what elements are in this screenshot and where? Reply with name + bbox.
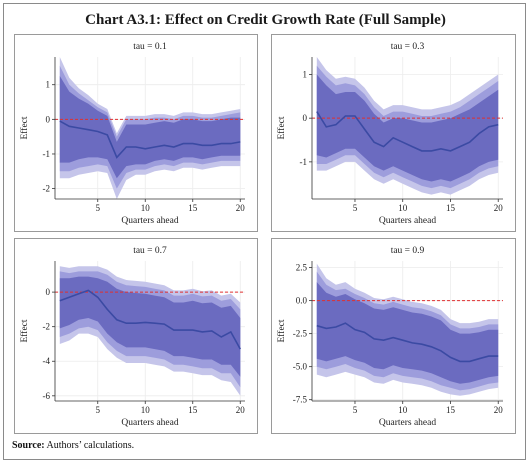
source-label: Source: [12, 440, 45, 451]
x-tick-label: 10 [398, 405, 408, 415]
chart-title: Chart A3.1: Effect on Credit Growth Rate… [85, 12, 446, 28]
y-axis-label: Effect [276, 116, 287, 139]
y-axis-label: Effect [276, 319, 287, 342]
y-tick-label: 0 [46, 287, 51, 297]
x-tick-label: 20 [236, 405, 246, 415]
panel-tau-0-3: tau = 0.3 5 10 15 20 1 0 -1 Quarters ahead Effect [271, 34, 516, 232]
y-tick-label: -2 [43, 322, 51, 332]
chart-svg: tau = 0.7 5 10 15 20 0 -2 -4 -6 Quarters ahead Eff… [19, 246, 246, 428]
y-tick-label: 0 [303, 113, 308, 123]
y-tick-label: -7.5 [293, 395, 308, 405]
x-tick-label: 15 [446, 405, 456, 415]
x-tick-label: 10 [141, 203, 151, 213]
estimate-line [316, 322, 499, 363]
y-tick-label: -1 [43, 149, 51, 159]
panel-title: tau = 0.1 [133, 42, 167, 52]
y-tick-label: -1 [300, 157, 308, 167]
estimate-line [316, 111, 499, 152]
x-tick-label: 5 [353, 405, 358, 415]
x-tick-label: 20 [236, 203, 246, 213]
x-tick-label: 5 [353, 203, 358, 213]
panel-title: tau = 0.9 [391, 246, 425, 256]
panel-tau-0-1: tau = 0.1 5 10 15 20 1 0 -1 -2 Quarters ahead Effe… [14, 34, 258, 232]
y-tick-label: -6 [43, 391, 51, 401]
x-axis-label: Quarters ahead [121, 216, 178, 226]
y-tick-label: -2.5 [293, 329, 308, 339]
estimate-line [59, 120, 241, 159]
y-axis-label: Effect [19, 116, 30, 139]
panel-tau-0-9: tau = 0.9 5 10 15 20 2.5 0.0 -2.5 -5.0 -7.5 Quarte… [271, 238, 516, 434]
x-tick-label: 10 [141, 405, 151, 415]
y-tick-label: 1 [46, 80, 51, 90]
confidence-band-3 [59, 276, 241, 377]
y-tick-label: -5.0 [293, 362, 308, 372]
confidence-band-3 [59, 76, 241, 179]
chart-svg: tau = 0.9 5 10 15 20 2.5 0.0 -2.5 -5.0 -7.5 Quarte… [276, 246, 504, 428]
y-tick-label: 2.5 [296, 263, 308, 273]
x-axis-label: Quarters ahead [379, 418, 436, 428]
x-tick-label: 20 [494, 203, 504, 213]
x-tick-label: 5 [96, 203, 101, 213]
y-tick-label: 0.0 [296, 296, 308, 306]
y-axis-label: Effect [19, 319, 30, 342]
x-tick-label: 10 [398, 203, 408, 213]
source-note: Source: Authors’ calculations. [12, 440, 134, 451]
estimate-line [59, 289, 242, 350]
x-axis-label: Quarters ahead [379, 216, 436, 226]
y-tick-label: -2 [43, 184, 51, 194]
panel-title: tau = 0.3 [391, 42, 425, 52]
x-tick-label: 15 [188, 405, 198, 415]
x-axis-label: Quarters ahead [121, 418, 178, 428]
x-tick-label: 15 [446, 203, 456, 213]
source-text: Authors’ calculations. [44, 440, 135, 451]
y-tick-label: 1 [303, 69, 308, 79]
panel-title: tau = 0.7 [133, 246, 167, 256]
x-tick-label: 5 [96, 405, 101, 415]
y-tick-label: 0 [46, 114, 51, 124]
y-tick-label: -4 [43, 356, 51, 366]
x-tick-label: 15 [188, 203, 198, 213]
confidence-band-3 [316, 74, 499, 182]
x-tick-label: 20 [494, 405, 504, 415]
panel-tau-0-7: tau = 0.7 5 10 15 20 0 -2 -4 -6 Quarters ahead Eff… [14, 238, 258, 434]
